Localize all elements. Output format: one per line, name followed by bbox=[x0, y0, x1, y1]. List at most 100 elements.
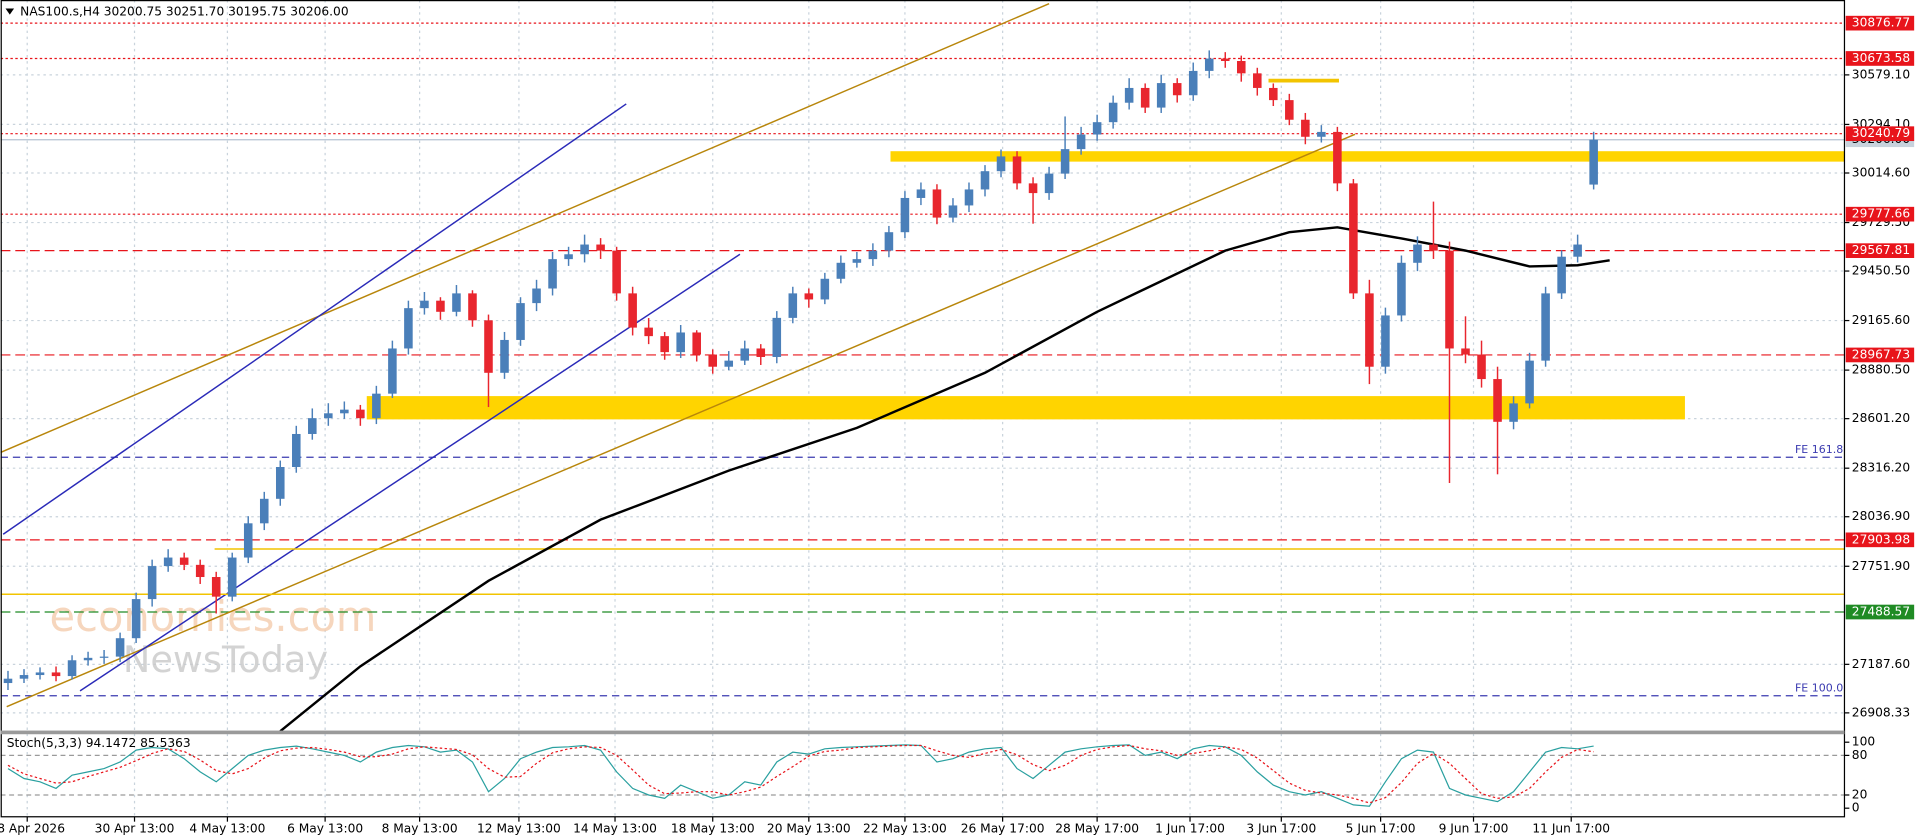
x-tick-label: 28 May 17:00 bbox=[1055, 821, 1139, 835]
candle-body bbox=[195, 564, 205, 578]
candle-body bbox=[580, 244, 589, 255]
candle-body bbox=[1365, 293, 1374, 367]
y-tick-label: 30579.10 bbox=[1852, 67, 1910, 81]
x-tick-label: 1 Jun 17:00 bbox=[1155, 821, 1225, 835]
moving-average bbox=[279, 226, 1610, 732]
candle-body bbox=[1140, 87, 1150, 108]
level-label: 30876.77 bbox=[1852, 16, 1910, 30]
trend-line bbox=[6, 133, 1356, 708]
candle-body bbox=[1333, 131, 1342, 184]
candle-body bbox=[324, 413, 333, 419]
candle-body bbox=[724, 360, 734, 367]
candle-body bbox=[756, 348, 766, 357]
level-label-box bbox=[1845, 126, 1915, 142]
candle-body bbox=[1188, 70, 1198, 96]
zone bbox=[890, 151, 1845, 162]
candle-body bbox=[884, 232, 894, 251]
x-tick-label: 14 May 13:00 bbox=[573, 821, 657, 835]
x-tick-label: 20 May 13:00 bbox=[767, 821, 851, 835]
stoch-line bbox=[7, 744, 1594, 807]
candle-body bbox=[1253, 73, 1262, 88]
candle-body bbox=[660, 336, 669, 353]
candle-body bbox=[788, 293, 798, 318]
candle-body bbox=[1445, 250, 1454, 349]
candle-body bbox=[820, 278, 830, 300]
level-label: 28967.73 bbox=[1852, 347, 1910, 361]
candle-body bbox=[3, 678, 13, 684]
candle-body bbox=[19, 675, 29, 679]
candle-body bbox=[1108, 102, 1118, 123]
level-label: 29567.81 bbox=[1852, 243, 1910, 257]
stoch-line bbox=[7, 744, 1594, 804]
menu-arrow[interactable] bbox=[5, 8, 15, 15]
candle-body bbox=[1317, 131, 1326, 137]
candle-body bbox=[900, 197, 910, 233]
candle-body bbox=[852, 259, 862, 263]
x-tick-label: 6 May 13:00 bbox=[287, 821, 363, 835]
frame bbox=[0, 0, 1846, 818]
candle-body bbox=[1589, 139, 1598, 185]
x-tick-label: 30 Apr 13:00 bbox=[95, 821, 175, 835]
x-tick-label: 18 May 13:00 bbox=[671, 821, 755, 835]
candle-body bbox=[548, 259, 557, 289]
candle-body bbox=[147, 566, 157, 600]
stoch-tick-label: 20 bbox=[1852, 787, 1868, 801]
x-tick-label: 11 Jun 17:00 bbox=[1532, 821, 1610, 835]
candle-body bbox=[1220, 58, 1230, 62]
x-tick-label: 28 Apr 2026 bbox=[0, 821, 65, 835]
candle-body bbox=[243, 523, 253, 558]
y-tick-label: 26908.33 bbox=[1852, 705, 1910, 719]
candle-body bbox=[275, 467, 285, 499]
candle-body bbox=[211, 577, 221, 597]
candle-body bbox=[372, 393, 381, 419]
candle-body bbox=[1028, 183, 1038, 194]
y-tick-label: 29165.60 bbox=[1852, 313, 1910, 327]
candle-body bbox=[1060, 149, 1070, 174]
candle-body bbox=[948, 205, 958, 218]
candle-body bbox=[740, 348, 750, 361]
candle-body bbox=[676, 332, 685, 353]
candle-body bbox=[1092, 122, 1102, 135]
trend-line bbox=[2, 103, 627, 535]
candle-body bbox=[436, 300, 445, 312]
stochastic-panel bbox=[0, 744, 1845, 807]
panel-separator bbox=[0, 730, 1845, 735]
candle-body bbox=[932, 189, 942, 218]
level-label-box bbox=[1845, 51, 1915, 66]
level-label-box bbox=[1845, 532, 1915, 548]
candle-body bbox=[259, 498, 269, 524]
plot-area: FE 161.8 FE 100.0 bbox=[0, 2, 1845, 732]
candle-body bbox=[1349, 183, 1358, 294]
candle-body bbox=[1509, 403, 1518, 422]
candle-body bbox=[628, 293, 637, 328]
fibo-label: FE 161.8 bbox=[1795, 443, 1843, 456]
level-label: 27903.98 bbox=[1852, 532, 1910, 546]
candle-body bbox=[227, 557, 237, 597]
stoch-tick-label: 0 bbox=[1852, 801, 1860, 815]
fibo-label: FE 100.0 bbox=[1795, 681, 1843, 694]
candle-body bbox=[1525, 360, 1534, 404]
y-tick-label: 27751.90 bbox=[1852, 559, 1910, 573]
candle-body bbox=[868, 250, 878, 260]
candle-body bbox=[1461, 348, 1470, 355]
candle-body bbox=[1156, 83, 1166, 108]
candle-body bbox=[708, 354, 718, 367]
candle-body bbox=[115, 638, 125, 657]
x-tick-label: 9 Jun 17:00 bbox=[1439, 821, 1509, 835]
y-tick-label: 28316.20 bbox=[1852, 461, 1910, 475]
candle-body bbox=[1012, 156, 1022, 184]
watermark-text: economies.com bbox=[50, 592, 377, 641]
candle-body bbox=[356, 409, 365, 419]
candle-body bbox=[1124, 87, 1134, 103]
candle-body bbox=[916, 189, 926, 198]
x-tick-label: 5 Jun 17:00 bbox=[1346, 821, 1416, 835]
candle-body bbox=[1285, 100, 1294, 120]
candle-body bbox=[163, 557, 173, 567]
candle-body bbox=[1493, 379, 1502, 422]
candle-body bbox=[1204, 58, 1214, 71]
watermark-text: NewsToday bbox=[123, 638, 328, 681]
candle-body bbox=[292, 433, 301, 468]
stoch-label: Stoch(5,3,3) 94.1472 85.5363 bbox=[7, 736, 191, 750]
